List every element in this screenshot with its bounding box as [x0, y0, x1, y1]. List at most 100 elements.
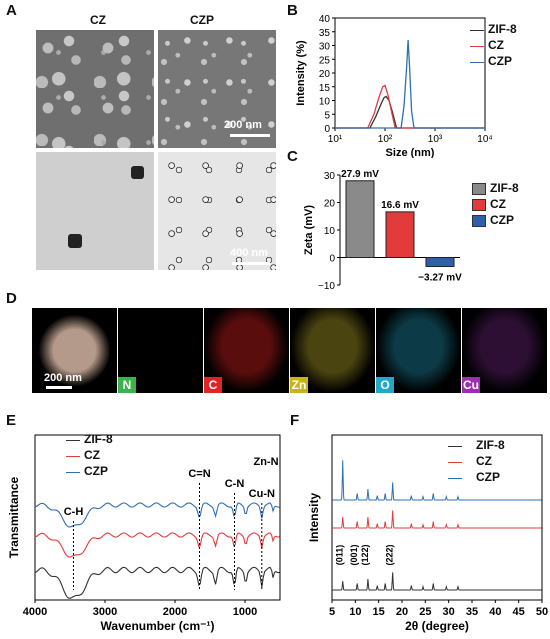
- xtick-label-f: 20: [396, 606, 408, 618]
- xtick-label-f: 5: [329, 606, 335, 618]
- ytick-label-b: 30: [319, 42, 331, 53]
- cz-sem-image: [36, 30, 154, 148]
- ftir-chart: 4000 3000 2000 1000 Wavenumber (cm⁻¹) Transmi…: [7, 434, 281, 633]
- ytick-label-b: 20: [319, 69, 331, 80]
- ytick-label-b: 5: [324, 110, 330, 121]
- xtick-label-e: 4000: [23, 606, 47, 618]
- data-label-c: 16.6 mV: [381, 200, 419, 211]
- legend-e-zif8: ZIF-8: [84, 432, 113, 446]
- panel-label-a: A: [6, 2, 17, 19]
- panel-label-b: B: [287, 2, 298, 19]
- map-tag-cu: Cu: [462, 377, 480, 393]
- ylabel-f: Intensity: [307, 493, 321, 543]
- legend-b-cz: CZ: [488, 38, 504, 52]
- legend-c-cz: CZ: [490, 197, 506, 211]
- xtick-label-b: 10³: [428, 134, 443, 145]
- series-line-f-czp: [332, 460, 542, 501]
- legend-f-cz-line: [448, 462, 462, 463]
- annotation-e: C=N: [188, 468, 210, 480]
- xlabel-e: Wavenumber (cm⁻¹): [101, 619, 215, 633]
- peak-label-f: (122): [360, 544, 370, 565]
- ylabel-e: Transmittance: [7, 476, 21, 558]
- legend-b-czp: CZP: [488, 54, 512, 68]
- legend-f-zif8-line: [448, 446, 462, 447]
- plot-frame-e: [34, 434, 281, 601]
- ytick-label-c: 0: [329, 254, 335, 265]
- data-label-c: −3.27 mV: [418, 272, 462, 283]
- peak-label-f: (011): [335, 545, 345, 566]
- scale-bar-map: [46, 386, 72, 389]
- map-n: N: [118, 308, 203, 393]
- legend-f-czp: CZP: [476, 470, 500, 484]
- panel-label-f: F: [290, 412, 300, 429]
- legend-b-czp-line: [470, 62, 484, 63]
- xtick-label-f: 50: [536, 606, 548, 618]
- ytick-label-b: 10: [319, 97, 331, 108]
- scale-bar-bottom: [232, 262, 270, 265]
- xtick-label-f: 35: [466, 606, 478, 618]
- series-line-f-cz: [332, 510, 542, 529]
- legend-e-cz-line: [66, 456, 80, 457]
- map-zn: Zn: [290, 308, 375, 393]
- peak-label-f: (001): [349, 544, 359, 565]
- legend-c-cz-swatch: [472, 199, 486, 211]
- xtick-label-f: 45: [513, 606, 525, 618]
- xtick-label-f: 30: [443, 606, 455, 618]
- xtick-label-f: 15: [373, 606, 385, 618]
- legend-f-czp-line: [448, 478, 462, 479]
- legend-c-zif8: ZIF-8: [490, 181, 519, 195]
- map-cu: Cu: [462, 308, 547, 393]
- map-tag-c: C: [204, 377, 222, 393]
- series-line-b-zif8: [335, 95, 485, 129]
- map-c: C: [204, 308, 289, 393]
- legend-b-zif8-line: [470, 30, 484, 31]
- map-tag-zn: Zn: [290, 377, 308, 393]
- map-tag-o: O: [376, 377, 394, 393]
- ytick-label-b: 15: [319, 83, 331, 94]
- legend-e-zif8-line: [66, 440, 80, 441]
- xtick-label-e: 3000: [93, 606, 117, 618]
- series-line-b-cz: [335, 84, 485, 129]
- series-line-b-czp: [335, 39, 485, 129]
- peak-label-f: (222): [385, 544, 395, 565]
- legend-b-cz-line: [470, 46, 484, 47]
- xrd-chart: 5 10 15 20 25 30 35 40 45 50 2θ (degree) Intensity (…: [307, 434, 548, 633]
- cz-column-label: CZ: [90, 13, 106, 27]
- cz-tem-image: [36, 152, 154, 270]
- xlabel-f: 2θ (degree): [405, 619, 469, 633]
- legend-e-czp: CZP: [84, 464, 108, 478]
- annotation-e: Zn-N: [253, 456, 278, 468]
- map-o: O: [376, 308, 461, 393]
- series-line-e-czp: [34, 502, 281, 528]
- bar-czp: [425, 257, 455, 267]
- legend-c-czp: CZP: [490, 213, 514, 227]
- legend-c-czp-swatch: [472, 215, 486, 227]
- scale-label-map: 200 nm: [44, 372, 82, 384]
- legend-f-cz: CZ: [476, 454, 492, 468]
- plot-frame-f: [331, 434, 543, 601]
- annotation-e: C-H: [64, 506, 84, 518]
- map-overlay: 200 nm: [32, 308, 117, 393]
- series-line-e-zif8: [34, 566, 281, 599]
- zeta-chart: 30 20 10 0 −10 Zeta (mV) 27.9 mV 16.6 mV −3.27 m…: [303, 169, 462, 292]
- scale-label-top: 200 nm: [224, 119, 262, 131]
- xtick-label-f: 10: [349, 606, 361, 618]
- panel-label-c: C: [287, 148, 298, 165]
- bar-cz: [385, 211, 415, 258]
- ytick-label-b: 0: [324, 124, 330, 135]
- xtick-label-b: 10²: [378, 134, 393, 145]
- legend-f-zif8: ZIF-8: [476, 438, 505, 452]
- ytick-label-c: 20: [324, 199, 336, 210]
- ytick-label-c: −10: [318, 281, 335, 292]
- scale-label-bottom: 400 nm: [230, 247, 268, 259]
- xtick-label-f: 25: [419, 606, 431, 618]
- legend-b-zif8: ZIF-8: [488, 22, 517, 36]
- xlabel-b: Size (nm): [386, 147, 435, 158]
- xtick-label-e: 2000: [163, 606, 187, 618]
- ylabel-c: Zeta (mV): [303, 205, 315, 255]
- ytick-label-c: 10: [324, 226, 336, 237]
- xtick-label-f: 40: [489, 606, 501, 618]
- annotation-e: C-N: [225, 478, 245, 490]
- xtick-label-b: 10⁴: [477, 134, 492, 145]
- czp-tem-image: 400 nm: [158, 152, 276, 270]
